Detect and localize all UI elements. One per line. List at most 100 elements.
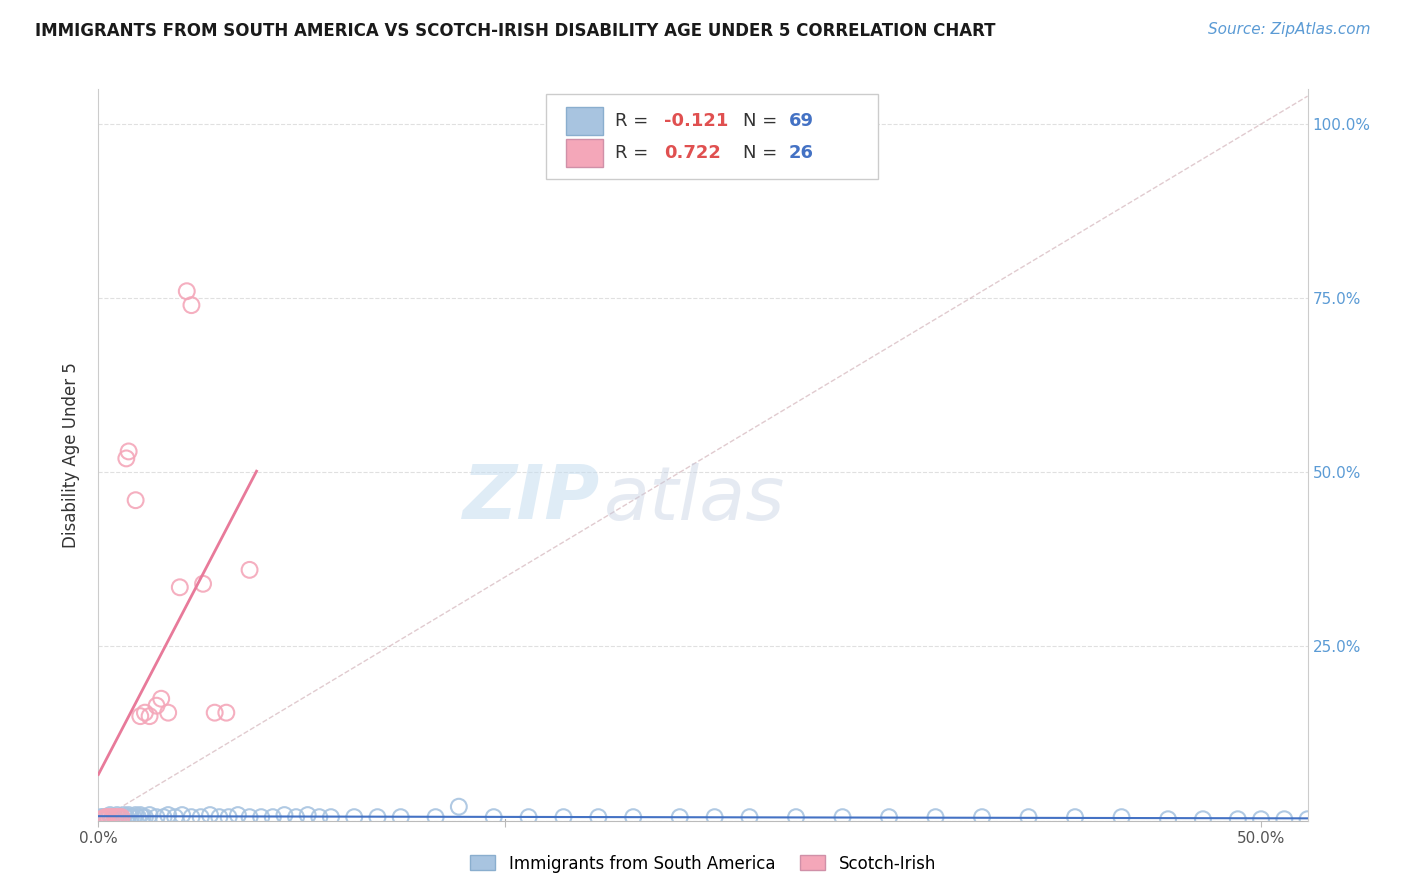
Point xyxy=(108,810,131,824)
Point xyxy=(127,810,149,824)
Point xyxy=(91,812,114,826)
Point xyxy=(150,691,173,706)
Point xyxy=(98,808,121,822)
Point xyxy=(180,298,202,312)
Point xyxy=(262,810,284,824)
Point xyxy=(124,493,146,508)
Point xyxy=(668,810,690,824)
FancyBboxPatch shape xyxy=(546,94,879,179)
Text: N =: N = xyxy=(742,112,783,130)
Point xyxy=(169,580,191,594)
Point xyxy=(97,810,120,824)
Text: IMMIGRANTS FROM SOUTH AMERICA VS SCOTCH-IRISH DISABILITY AGE UNDER 5 CORRELATION: IMMIGRANTS FROM SOUTH AMERICA VS SCOTCH-… xyxy=(35,22,995,40)
Point xyxy=(1296,812,1319,826)
Point xyxy=(425,810,447,824)
Text: Source: ZipAtlas.com: Source: ZipAtlas.com xyxy=(1208,22,1371,37)
Point xyxy=(190,810,212,824)
Point xyxy=(120,810,142,824)
Text: R =: R = xyxy=(614,112,654,130)
Point xyxy=(129,808,152,822)
Text: ZIP: ZIP xyxy=(463,462,600,535)
Point xyxy=(208,810,231,824)
Point xyxy=(180,810,202,824)
Point xyxy=(1226,812,1249,826)
Point xyxy=(118,808,141,822)
Point xyxy=(517,810,540,824)
Point xyxy=(273,808,295,822)
Point xyxy=(115,810,138,824)
Point xyxy=(877,810,900,824)
Point xyxy=(970,810,993,824)
Point xyxy=(134,810,156,824)
Point xyxy=(90,810,112,824)
Point xyxy=(122,810,145,824)
Point xyxy=(343,810,366,824)
Text: N =: N = xyxy=(742,144,783,161)
Point xyxy=(215,706,238,720)
Point xyxy=(115,451,138,466)
Point xyxy=(108,810,131,824)
Point xyxy=(104,810,127,824)
Point xyxy=(319,810,342,824)
Bar xyxy=(567,139,603,167)
Point xyxy=(145,810,167,824)
Point xyxy=(1250,812,1272,826)
Y-axis label: Disability Age Under 5: Disability Age Under 5 xyxy=(62,362,80,548)
Point xyxy=(447,799,470,814)
Point xyxy=(124,808,146,822)
Point xyxy=(285,810,308,824)
Point xyxy=(239,810,262,824)
Point xyxy=(785,810,807,824)
Point xyxy=(1018,810,1040,824)
Point xyxy=(621,810,644,824)
Point xyxy=(118,444,141,458)
Point xyxy=(91,810,114,824)
Point xyxy=(1192,812,1215,826)
Point xyxy=(165,810,187,824)
Point xyxy=(94,810,117,824)
Point xyxy=(129,709,152,723)
Point xyxy=(157,706,180,720)
Text: 0.722: 0.722 xyxy=(664,144,721,161)
Point xyxy=(98,810,121,824)
Point xyxy=(176,284,198,298)
Point xyxy=(111,810,134,824)
Point xyxy=(105,808,128,822)
Point xyxy=(97,810,120,824)
Point xyxy=(204,706,226,720)
Point xyxy=(389,810,412,824)
Point xyxy=(138,808,160,822)
Point xyxy=(1272,812,1295,826)
Bar xyxy=(567,107,603,136)
Point xyxy=(131,810,153,824)
Text: -0.121: -0.121 xyxy=(664,112,728,130)
Point xyxy=(482,810,505,824)
Point xyxy=(218,810,240,824)
Point xyxy=(191,576,214,591)
Point xyxy=(134,706,156,720)
Point xyxy=(152,810,174,824)
Point xyxy=(104,810,127,824)
Point xyxy=(101,810,124,824)
Point xyxy=(145,698,167,713)
Point xyxy=(308,810,330,824)
Point xyxy=(105,810,128,824)
Text: atlas: atlas xyxy=(603,463,785,535)
Point xyxy=(111,810,134,824)
Text: R =: R = xyxy=(614,144,654,161)
Point xyxy=(138,709,160,723)
Point xyxy=(703,810,725,824)
Point xyxy=(738,810,761,824)
Point xyxy=(297,808,319,822)
Point xyxy=(101,810,124,824)
Point xyxy=(172,808,194,822)
Point xyxy=(198,808,221,822)
Point xyxy=(924,810,946,824)
Point xyxy=(112,808,135,822)
Point xyxy=(250,810,273,824)
Point xyxy=(226,808,249,822)
Point xyxy=(1157,812,1180,826)
Point xyxy=(90,812,112,826)
Legend: Immigrants from South America, Scotch-Irish: Immigrants from South America, Scotch-Ir… xyxy=(464,848,942,880)
Point xyxy=(831,810,853,824)
